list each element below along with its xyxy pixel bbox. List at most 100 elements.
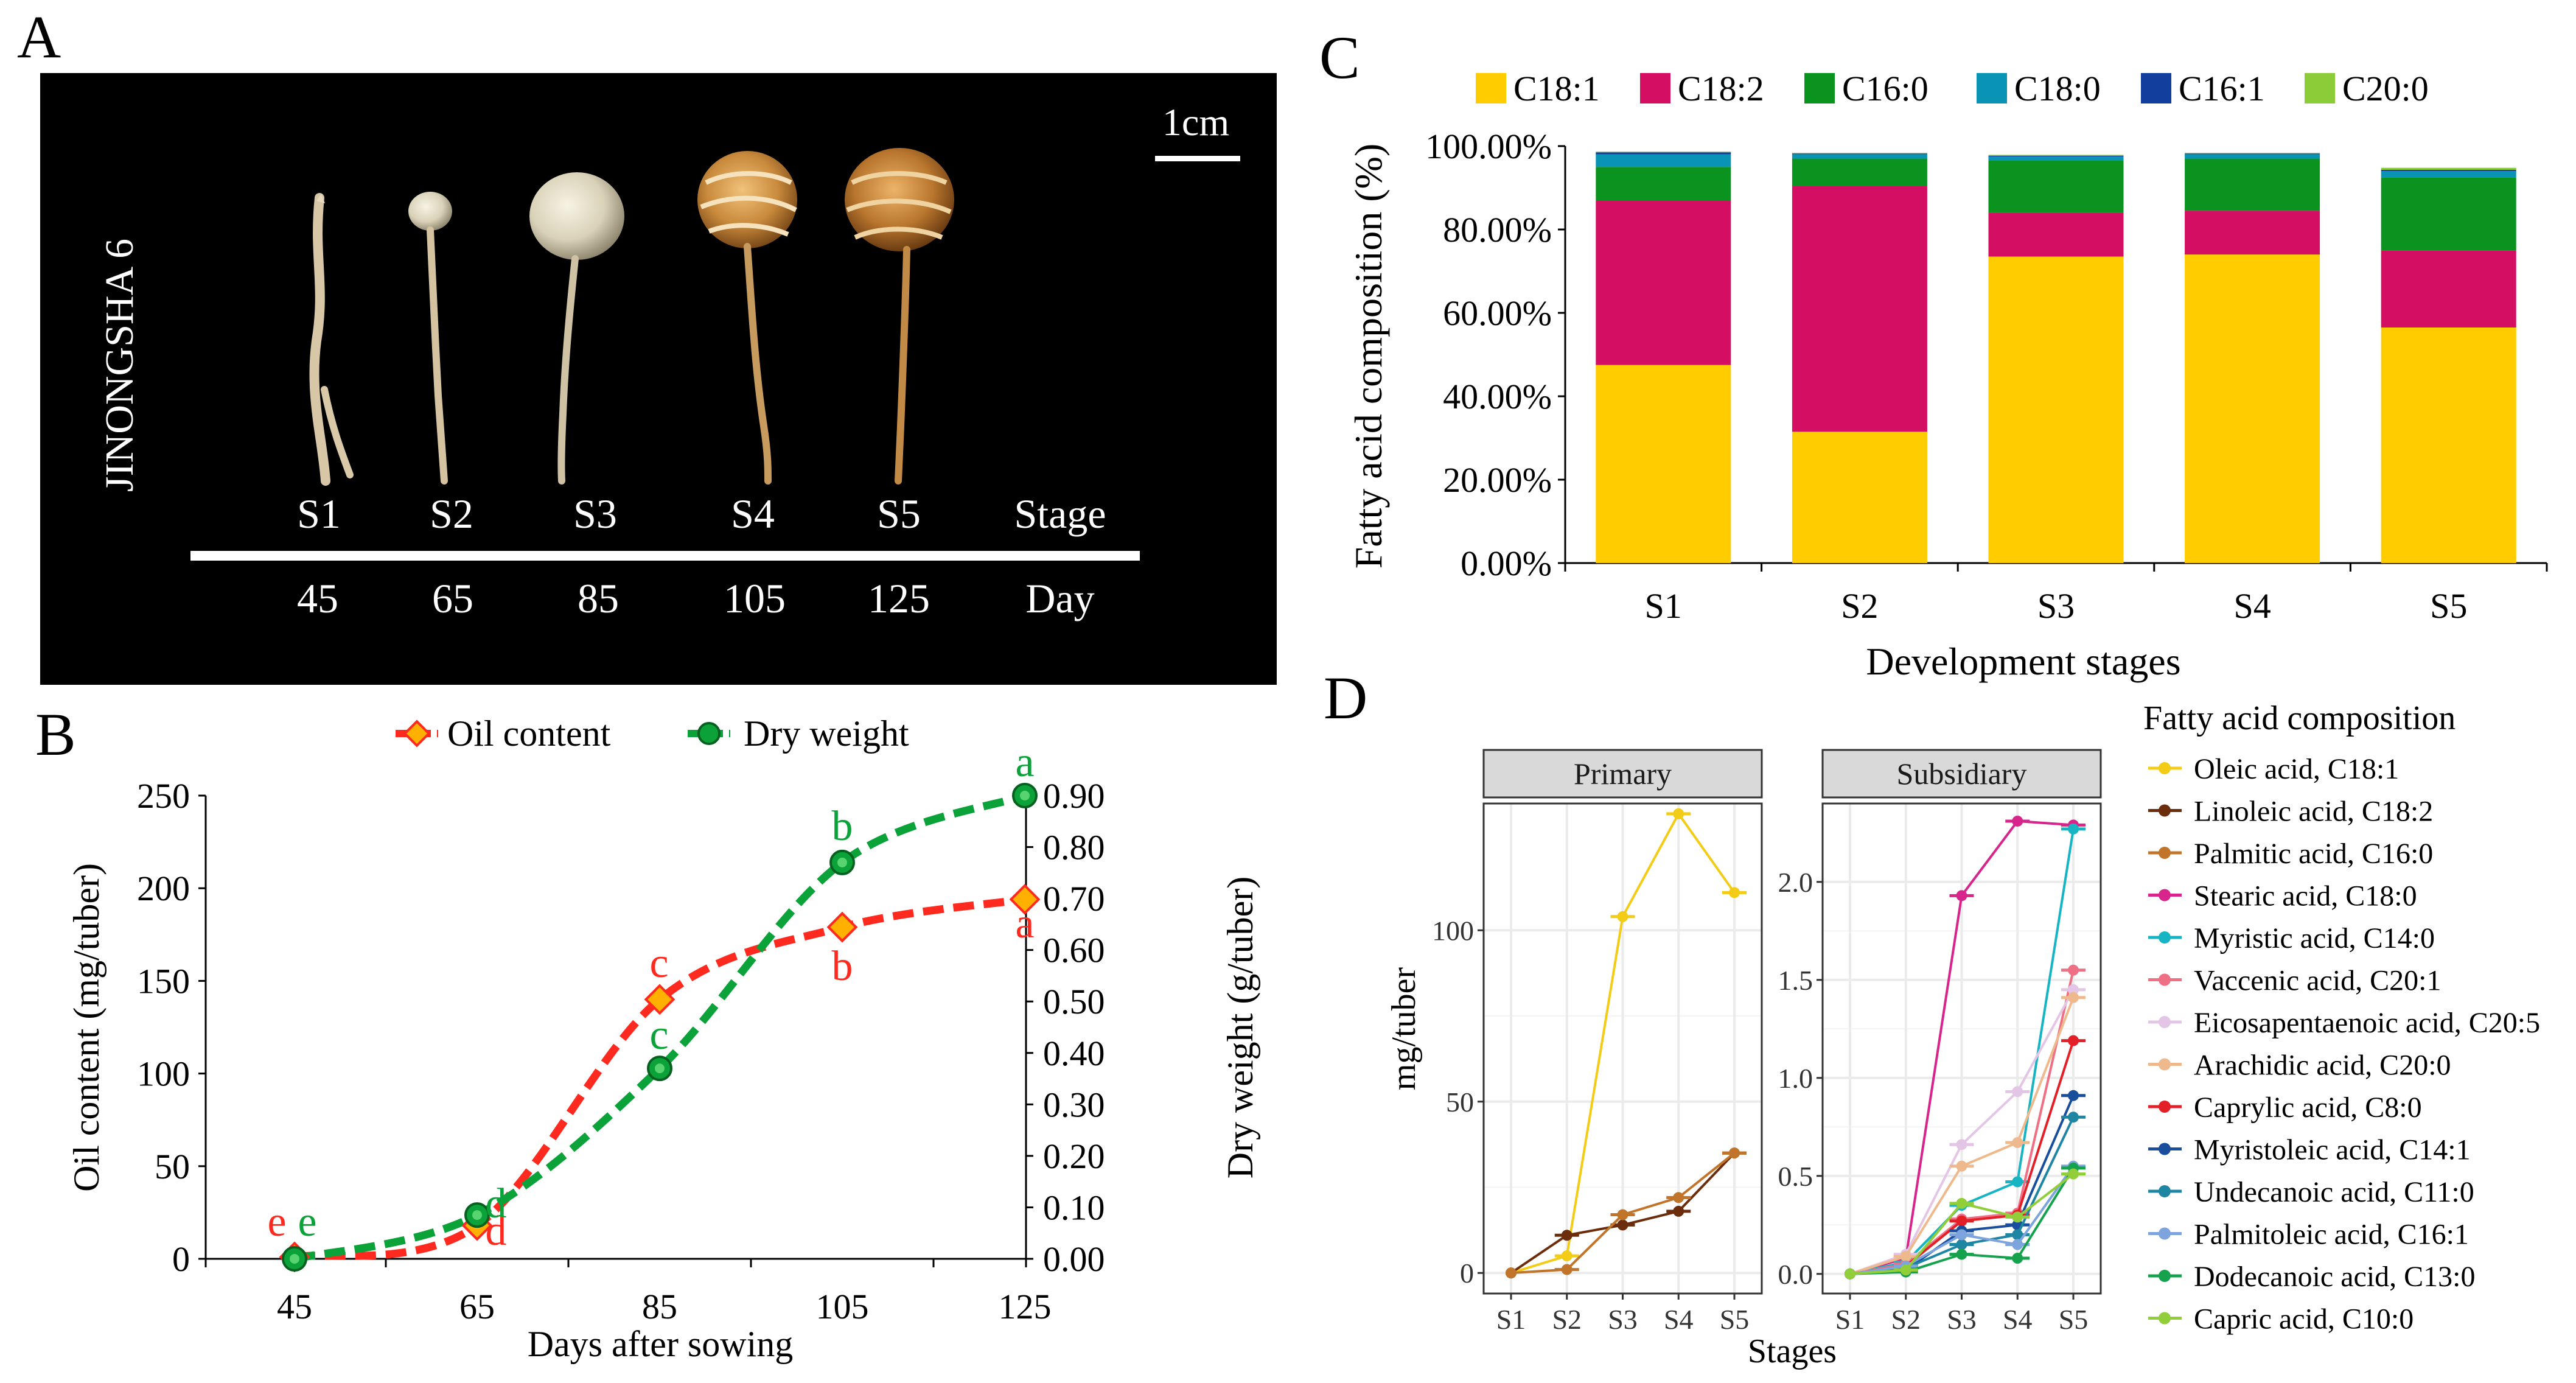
y-tick-label: 0 [1460, 1258, 1474, 1289]
legend-oil-label: Oil content [447, 713, 611, 754]
series-point-Capric acid, C10:0 [1956, 1197, 1967, 1209]
stage-label-s4: S4 [731, 491, 775, 537]
legend-label-C16:1: C16:1 [2179, 69, 2265, 108]
series-point-Oleic acid, C18:1 [1617, 911, 1628, 922]
stage-label-s5: S5 [877, 491, 921, 537]
series-point-Palmitic acid, C16:0 [1617, 1209, 1628, 1220]
fatty-acid-composition-chart: 0.00% 20.00% 40.00% 60.00% 80.00% 100.00% S1 S2… [1347, 69, 2548, 683]
dry-weight-point-center [837, 857, 847, 867]
stage-label-s3: S3 [573, 491, 617, 537]
y-tick-label: 2.0 [1778, 867, 1813, 898]
timeline-bar [190, 551, 1140, 561]
y-tick-label: 1.5 [1778, 965, 1813, 996]
bar-S4-C16:1 [2185, 153, 2320, 155]
left-y-tick-label: 0 [172, 1239, 190, 1279]
legend-dry-marker [697, 722, 721, 745]
legend-label-C20:0: C20:0 [2342, 69, 2429, 108]
x-tick-label: S2 [1891, 1304, 1921, 1335]
dry-significance-letter: a [1015, 739, 1034, 786]
tuber-s2-image [408, 192, 452, 485]
right-y-tick-label: 0.00 [1043, 1239, 1105, 1279]
dry-significance-letter: e [298, 1199, 316, 1245]
bar-S2-C16:1 [1792, 153, 1927, 155]
legend-label-C18:0: C18:0 [2014, 69, 2101, 108]
legend-dry-label: Dry weight [744, 713, 909, 754]
legend-label-Stearic acid, C18:0: Stearic acid, C18:0 [2194, 880, 2417, 912]
legend-marker-Dodecanoic acid, C13:0 [2159, 1270, 2171, 1282]
series-point-Palmitic acid, C16:0 [1673, 1192, 1684, 1203]
x-tick-label: S5 [2059, 1304, 2089, 1335]
series-point-Linoleic acid, C18:2 [1617, 1219, 1628, 1231]
oil-significance-letter: b [832, 943, 853, 990]
oil-content-line [293, 895, 1025, 1261]
oil-significance-letter: a [1015, 900, 1034, 947]
facet-title-Subsidiary: Subsidiary [1897, 757, 2027, 791]
legend-label-C18:1: C18:1 [1513, 69, 1600, 108]
bar-S5-C18:2 [2381, 250, 2516, 327]
legend-marker-Eicosapentaenoic acid, C20:5 [2159, 1016, 2171, 1028]
series-point-Myristic acid, C14:0 [2012, 1176, 2023, 1188]
panel-label-a: A [17, 3, 61, 71]
facet-border-Primary [1482, 802, 1763, 1295]
y-tick-label: 0.5 [1778, 1161, 1813, 1192]
oil-significance-letter: d [486, 1208, 507, 1255]
legend-label-C16:0: C16:0 [1842, 69, 1929, 108]
y-tick-label: 100.00% [1425, 127, 1552, 166]
legend-swatch-C18:0 [1977, 73, 2007, 103]
day-label-45: 45 [297, 575, 338, 621]
legend-label-Palmitic acid, C16:0: Palmitic acid, C16:0 [2194, 838, 2433, 870]
series-point-Arachidic acid, C20:0 [1956, 1160, 1967, 1172]
bar-S5-C18:1 [2381, 327, 2516, 563]
series-point-Palmitoleic acid, C16:1 [2012, 1239, 2023, 1250]
series-point-Capric acid, C10:0 [2068, 1168, 2079, 1180]
oil-significance-letter: c [649, 940, 668, 987]
series-point-Linoleic acid, C18:2 [1673, 1205, 1684, 1217]
bar-S1-C16:1 [1596, 152, 1731, 155]
scale-bar-label: 1cm [1162, 100, 1229, 144]
facet-strip-Subsidiary [1821, 749, 2102, 799]
legend-marker-Linoleic acid, C18:2 [2159, 804, 2171, 817]
x-tick-label: S3 [1947, 1304, 1977, 1335]
x-tick-label: 45 [277, 1287, 312, 1326]
right-y-tick-label: 0.20 [1043, 1136, 1105, 1176]
fatty-acid-content-faceted-chart: Primary 0 50 100 S1 S2 S3 S4 S5 Subsidiary 0.0 0.5 1… [1385, 699, 2540, 1370]
left-y-tick-label: 250 [137, 776, 190, 816]
bar-S2-C18:0 [1792, 154, 1927, 159]
series-point-Arachidic acid, C20:0 [2012, 1137, 2023, 1149]
legend-label-Arachidic acid, C20:0: Arachidic acid, C20:0 [2194, 1049, 2451, 1082]
left-y-tick-label: 200 [137, 869, 190, 908]
legend-label-Linoleic acid, C18:2: Linoleic acid, C18:2 [2194, 796, 2433, 828]
y-tick-label: 40.00% [1443, 377, 1552, 416]
right-y-tick-label: 0.50 [1043, 982, 1105, 1021]
series-point-Myristoleic acid, C14:1 [2068, 1090, 2079, 1101]
bar-S2-C18:1 [1792, 432, 1927, 563]
photo-panel: JINONGSHA 6 1cm [40, 73, 1277, 685]
legend-swatch-C16:0 [1804, 73, 1835, 103]
legend-label-C18:2: C18:2 [1678, 69, 1764, 108]
panel-label-c: C [1319, 24, 1360, 91]
stage-header: Stage [1014, 491, 1106, 537]
x-tick-label: S3 [2037, 586, 2075, 626]
day-label-65: 65 [432, 575, 473, 621]
series-point-Linoleic acid, C18:2 [1561, 1230, 1572, 1241]
series-point-Capric acid, C10:0 [1845, 1268, 1855, 1280]
series-point-Undecanoic acid, C11:0 [2068, 1112, 2079, 1123]
right-y-tick-label: 0.40 [1043, 1034, 1105, 1073]
stage-label-s2: S2 [430, 491, 473, 537]
x-tick-label: S3 [1608, 1304, 1638, 1335]
y-tick-label: 0.00% [1461, 544, 1552, 583]
photo-background [40, 73, 1277, 685]
legend-marker-Vaccenic acid, C20:1 [2159, 973, 2171, 986]
legend-swatch-C20:0 [2305, 73, 2335, 103]
series-point-Caprylic acid, C8:0 [1956, 1215, 1967, 1227]
series-point-Stearic acid, C18:0 [1956, 890, 1967, 902]
oil-dryweight-chart: 0 50 100 150 200 250 0.00 0.10 0.20 0.30 0.40 0.50 0… [66, 713, 1260, 1364]
x-tick-label: 125 [999, 1287, 1052, 1326]
bar-S5-C16:0 [2381, 177, 2516, 251]
x-tick-label: S1 [1645, 586, 1682, 626]
x-tick-label: S4 [2233, 586, 2271, 626]
series-point-Capric acid, C10:0 [1900, 1264, 1911, 1276]
series-point-Arachidic acid, C20:0 [1900, 1250, 1911, 1262]
day-label-125: 125 [868, 575, 930, 621]
tuber-s3-image [529, 172, 624, 485]
